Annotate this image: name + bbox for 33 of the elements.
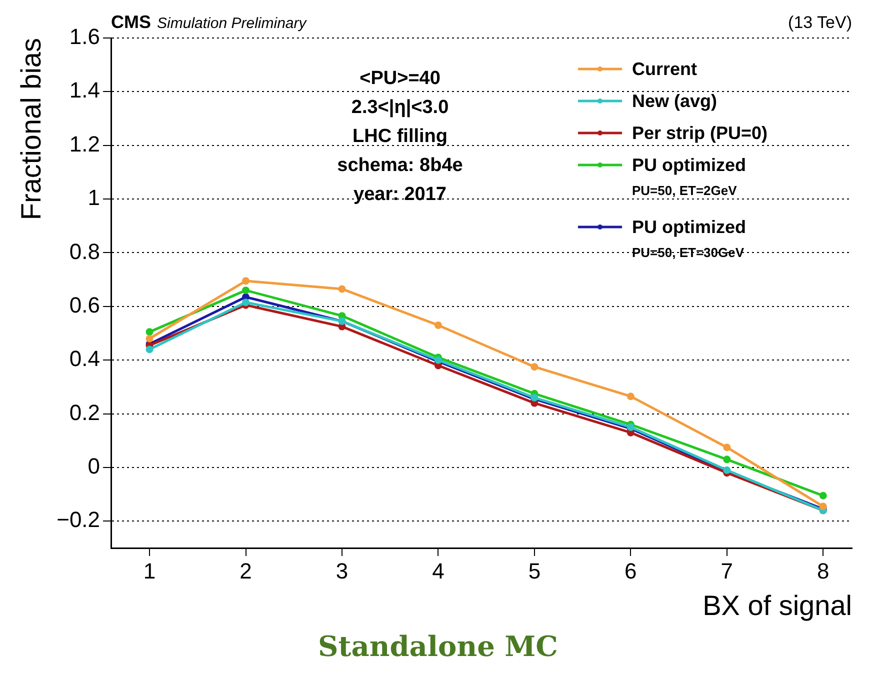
y-axis-title: Fractional bias [16,38,47,220]
text: Simulation Preliminary [157,15,308,32]
annotation: year: 2017 [354,184,446,205]
y-tick-label: 0.6 [69,292,100,318]
y-tick-label: 0 [88,454,100,479]
y-tick-label: −0.2 [56,507,100,532]
annotation: 2.3<|η|<3.0 [351,97,449,118]
text: (13 TeV) [788,13,852,32]
x-tick-label: 8 [817,558,830,584]
legend-label: Per strip (PU=0) [632,122,768,144]
x-tick-label: 5 [528,558,541,584]
text: CMS [111,12,152,32]
x-tick-label: 7 [720,558,734,584]
annotation: <PU>=40 [360,68,440,89]
y-tick-label: 1 [88,185,100,210]
annotation: LHC filling [352,126,448,147]
x-axis-title: BX of signal [702,590,852,621]
y-tick-label: 0.8 [69,238,100,264]
x-tick-label: 3 [336,558,348,584]
y-tick-label: 0.2 [69,400,100,425]
annotation: schema: 8b4e [337,155,463,176]
x-tick-label: 1 [143,558,156,584]
x-tick-label: 4 [432,558,444,584]
text: Standalone MC [317,630,559,663]
y-tick-label: 1.6 [69,24,100,50]
x-tick-label: 6 [624,558,637,584]
y-tick-label: 1.2 [69,131,100,156]
x-tick-label: 2 [240,558,252,584]
legend-label: PU optimized PU=50, ET=2GeV [632,154,746,200]
legend-label: Current [632,58,698,80]
y-tick-label: 1.4 [69,78,100,103]
legend-label: New (avg) [632,90,718,112]
y-tick-label: 0.4 [69,346,100,372]
